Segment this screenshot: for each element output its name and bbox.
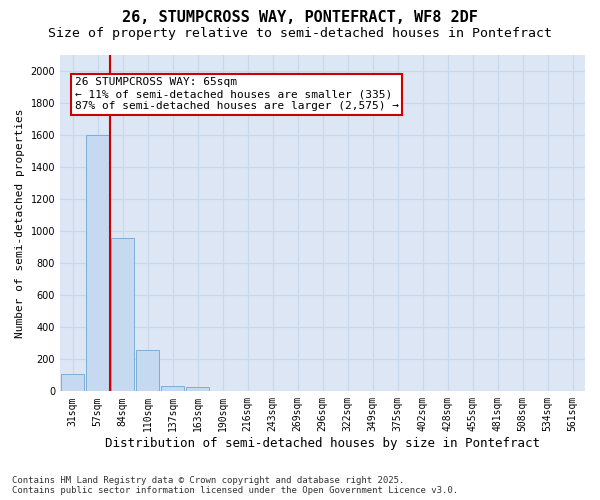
Bar — [161, 386, 184, 392]
Y-axis label: Number of semi-detached properties: Number of semi-detached properties — [15, 108, 25, 338]
Bar — [136, 350, 159, 392]
Text: 26 STUMPCROSS WAY: 65sqm
← 11% of semi-detached houses are smaller (335)
87% of : 26 STUMPCROSS WAY: 65sqm ← 11% of semi-d… — [74, 78, 398, 110]
Bar — [186, 388, 209, 392]
Bar — [86, 135, 109, 392]
Text: Size of property relative to semi-detached houses in Pontefract: Size of property relative to semi-detach… — [48, 28, 552, 40]
Bar — [111, 238, 134, 392]
Text: Contains HM Land Registry data © Crown copyright and database right 2025.
Contai: Contains HM Land Registry data © Crown c… — [12, 476, 458, 495]
Bar — [61, 374, 84, 392]
Text: 26, STUMPCROSS WAY, PONTEFRACT, WF8 2DF: 26, STUMPCROSS WAY, PONTEFRACT, WF8 2DF — [122, 10, 478, 25]
X-axis label: Distribution of semi-detached houses by size in Pontefract: Distribution of semi-detached houses by … — [105, 437, 540, 450]
